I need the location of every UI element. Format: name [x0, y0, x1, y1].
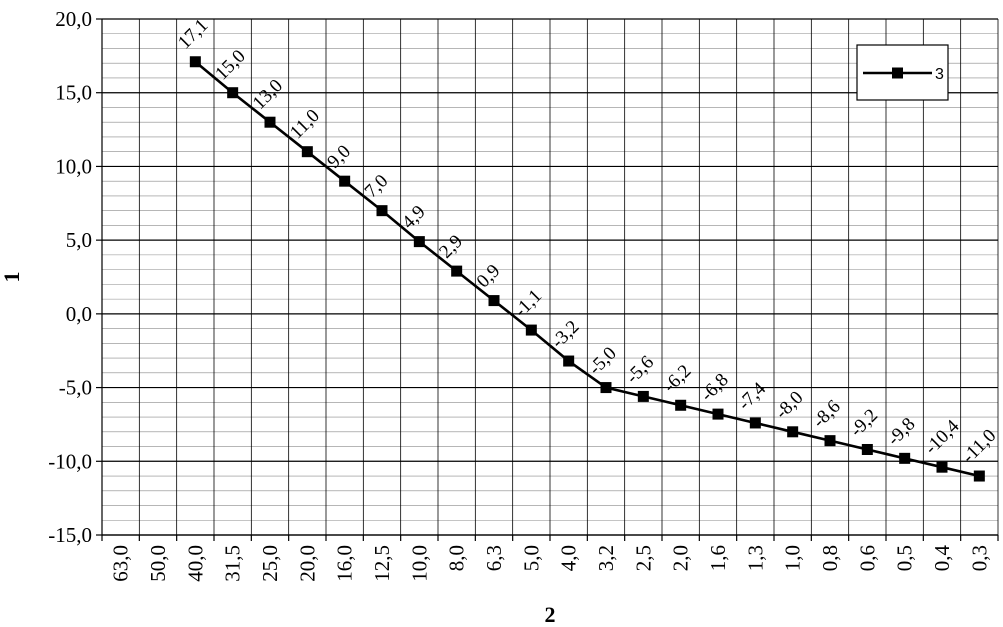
y-axis-tick-labels: 20,0 15,0 10,0 5,0 0,0 -5,0 -10,0 -15,0: [48, 7, 92, 547]
data-point-marker: [376, 205, 388, 217]
data-point-marker: [451, 265, 463, 277]
data-label: -9,8: [883, 414, 919, 450]
x-tick-label: 4,0: [557, 545, 581, 571]
y-tick-label: 0,0: [66, 302, 92, 326]
y-tick-label: 5,0: [66, 228, 92, 252]
data-point-marker: [712, 408, 724, 420]
x-tick-label: 40,0: [183, 545, 207, 582]
data-series: [189, 56, 985, 482]
series-line: [194, 60, 980, 478]
x-tick-label: 1,6: [706, 545, 730, 571]
x-tick-label: 0,5: [893, 545, 917, 571]
x-tick-label: 63,0: [109, 545, 133, 582]
x-tick-label: 0,3: [967, 545, 991, 571]
legend-label: 3: [935, 66, 944, 83]
data-point-marker: [227, 87, 239, 99]
data-point-marker: [264, 116, 276, 128]
data-point-marker: [637, 390, 649, 402]
x-tick-label: 5,0: [519, 545, 543, 571]
x-axis-tick-labels: 63,0 50,0 40,0 31,5 25,0 20,0 16,0 12,5 10,0 8,0 6…: [109, 545, 992, 582]
y-tick-label: 20,0: [55, 7, 92, 31]
x-tick-label: 2,0: [669, 545, 693, 571]
data-point-marker: [563, 355, 575, 367]
data-point-marker: [973, 470, 985, 482]
x-axis-title: 2: [545, 602, 556, 627]
legend-marker-icon: [892, 67, 903, 79]
data-point-marker: [600, 382, 612, 394]
y-tick-label: -15,0: [48, 523, 92, 547]
x-tick-label: 2,5: [631, 545, 655, 571]
x-tick-label: 10,0: [407, 545, 431, 582]
x-tick-label: 0,6: [855, 545, 879, 571]
grid-lines: [102, 18, 999, 536]
x-tick-label: 3,2: [594, 545, 618, 571]
data-label: 13,0: [249, 75, 287, 113]
x-tick-label: 1,3: [743, 545, 767, 571]
data-point-marker: [749, 417, 761, 429]
data-label: -6,2: [659, 361, 695, 397]
data-label: -8,6: [809, 396, 845, 432]
x-tick-label: 20,0: [295, 545, 319, 582]
data-point-marker: [488, 295, 500, 307]
data-label: 17,1: [174, 15, 212, 53]
y-tick-label: -5,0: [59, 376, 92, 400]
legend: 3: [856, 44, 949, 101]
x-tick-label: 50,0: [146, 545, 170, 582]
data-point-marker: [189, 56, 201, 68]
y-axis-title: 1: [0, 272, 24, 283]
x-tick-label: 0,8: [818, 545, 842, 571]
axes: [96, 18, 999, 541]
data-label: -7,4: [734, 378, 770, 414]
data-point-marker: [413, 236, 425, 248]
x-tick-label: 6,3: [482, 545, 506, 571]
x-tick-label: 25,0: [258, 545, 282, 582]
data-point-marker: [824, 435, 836, 447]
data-point-marker: [339, 175, 351, 187]
data-point-marker: [301, 146, 313, 158]
data-label: 11,0: [286, 105, 324, 143]
x-tick-label: 8,0: [445, 545, 469, 571]
data-point-marker: [525, 324, 537, 336]
data-label: -9,2: [846, 405, 882, 441]
data-label: -5,0: [585, 343, 621, 379]
y-tick-label: 15,0: [55, 81, 92, 105]
data-point-marker: [936, 461, 948, 473]
x-tick-label: 0,4: [930, 545, 954, 572]
x-tick-label: 31,5: [221, 545, 245, 582]
data-label: -6,8: [697, 370, 733, 406]
x-tick-label: 16,0: [333, 545, 357, 582]
y-tick-label: 10,0: [55, 154, 92, 178]
data-point-marker: [861, 443, 873, 455]
data-label: -5,6: [622, 352, 658, 388]
data-point-marker: [675, 399, 687, 411]
x-tick-label: 1,0: [781, 545, 805, 571]
data-point-marker: [899, 452, 911, 464]
y-tick-label: -10,0: [48, 449, 92, 473]
x-tick-label: 12,5: [370, 545, 394, 582]
data-point-marker: [787, 426, 799, 438]
data-label: -8,0: [771, 387, 807, 423]
